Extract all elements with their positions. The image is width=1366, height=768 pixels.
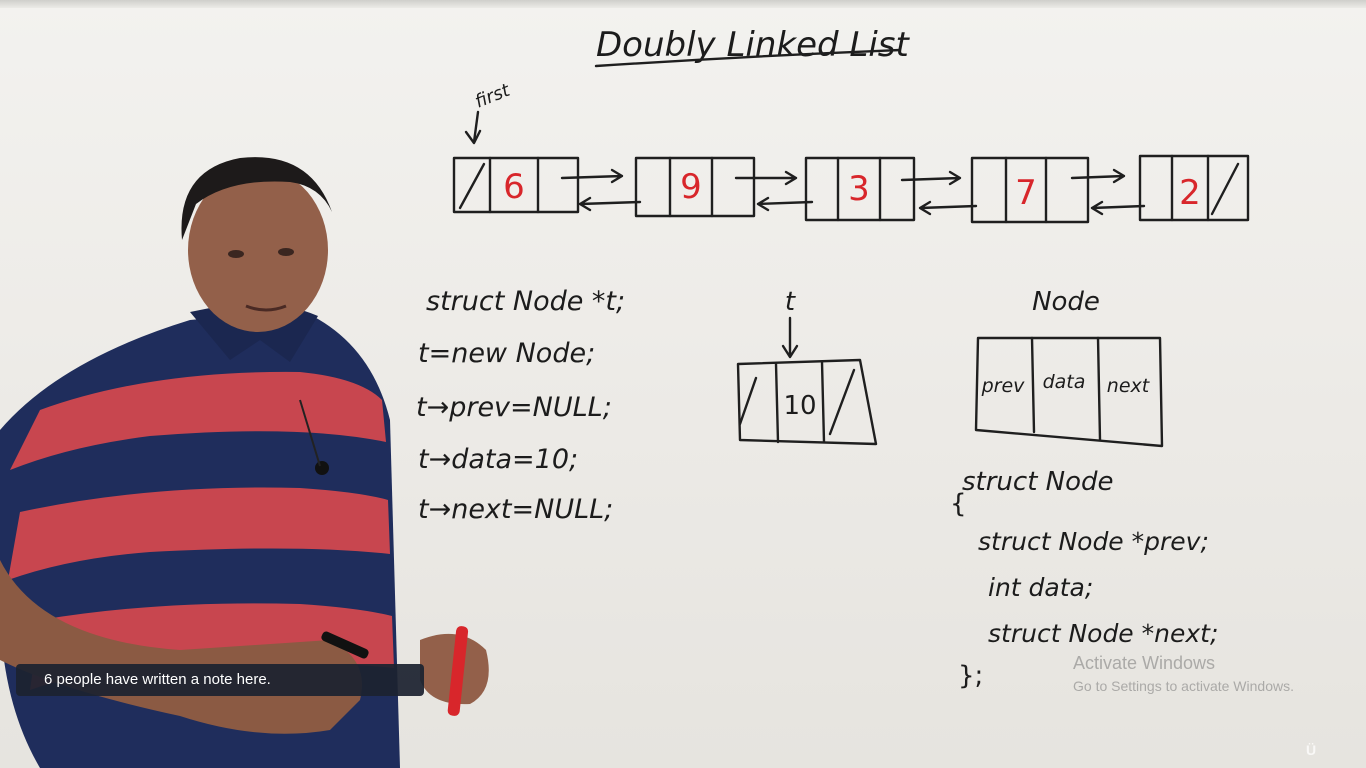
struct-line: struct Node *prev; <box>978 527 1209 556</box>
first-pointer-arrowhead <box>464 129 482 145</box>
list-node-value: 9 <box>680 167 702 207</box>
t-node-value: 10 <box>783 391 816 421</box>
list-node: 3 <box>804 156 916 222</box>
node-field-label: data <box>1043 371 1086 393</box>
struct-line: { <box>950 489 967 519</box>
first-pointer-label: first <box>472 80 514 113</box>
title-underline <box>594 48 902 68</box>
activate-windows-title: Activate Windows <box>1073 653 1216 673</box>
board-title: Doubly Linked List <box>596 25 911 65</box>
activate-windows-subtitle: Go to Settings to activate Windows. <box>1073 678 1294 694</box>
udemy-logo-icon: Ü <box>1306 742 1317 758</box>
struct-line: int data; <box>988 573 1093 602</box>
list-node-value: 6 <box>503 167 525 207</box>
list-node: 2 <box>1138 154 1250 222</box>
code-line: t→next=NULL; <box>418 494 613 525</box>
whiteboard-frame <box>0 0 1366 8</box>
node-field-label: next <box>1107 375 1151 397</box>
struct-line: }; <box>958 661 983 691</box>
list-node: 7 <box>970 156 1090 224</box>
list-node: 9 <box>634 156 756 218</box>
notes-banner[interactable]: 6 people have written a note here. <box>16 664 424 696</box>
struct-line: struct Node <box>962 467 1114 497</box>
first-pointer-arrow <box>472 110 480 144</box>
list-node-value: 7 <box>1015 173 1037 213</box>
list-node: 6 <box>452 156 580 214</box>
node-diagram: prev data next <box>974 336 1164 448</box>
struct-line: struct Node *next; <box>988 619 1218 648</box>
list-node-value: 2 <box>1179 173 1201 213</box>
code-line: struct Node *t; <box>426 286 625 317</box>
t-pointer-arrow <box>781 316 799 359</box>
node-field-label: prev <box>981 375 1026 397</box>
code-line: t=new Node; <box>418 338 595 369</box>
t-node: 10 <box>736 358 878 446</box>
link-arrows <box>560 168 1146 216</box>
t-pointer-label: t <box>785 287 796 317</box>
code-line: t→data=10; <box>418 444 578 475</box>
node-diagram-label: Node <box>1032 287 1100 317</box>
code-line: t→prev=NULL; <box>416 392 612 423</box>
list-node-value: 3 <box>848 169 870 209</box>
activate-windows-watermark: Activate Windows Go to Settings to activ… <box>1073 652 1294 696</box>
